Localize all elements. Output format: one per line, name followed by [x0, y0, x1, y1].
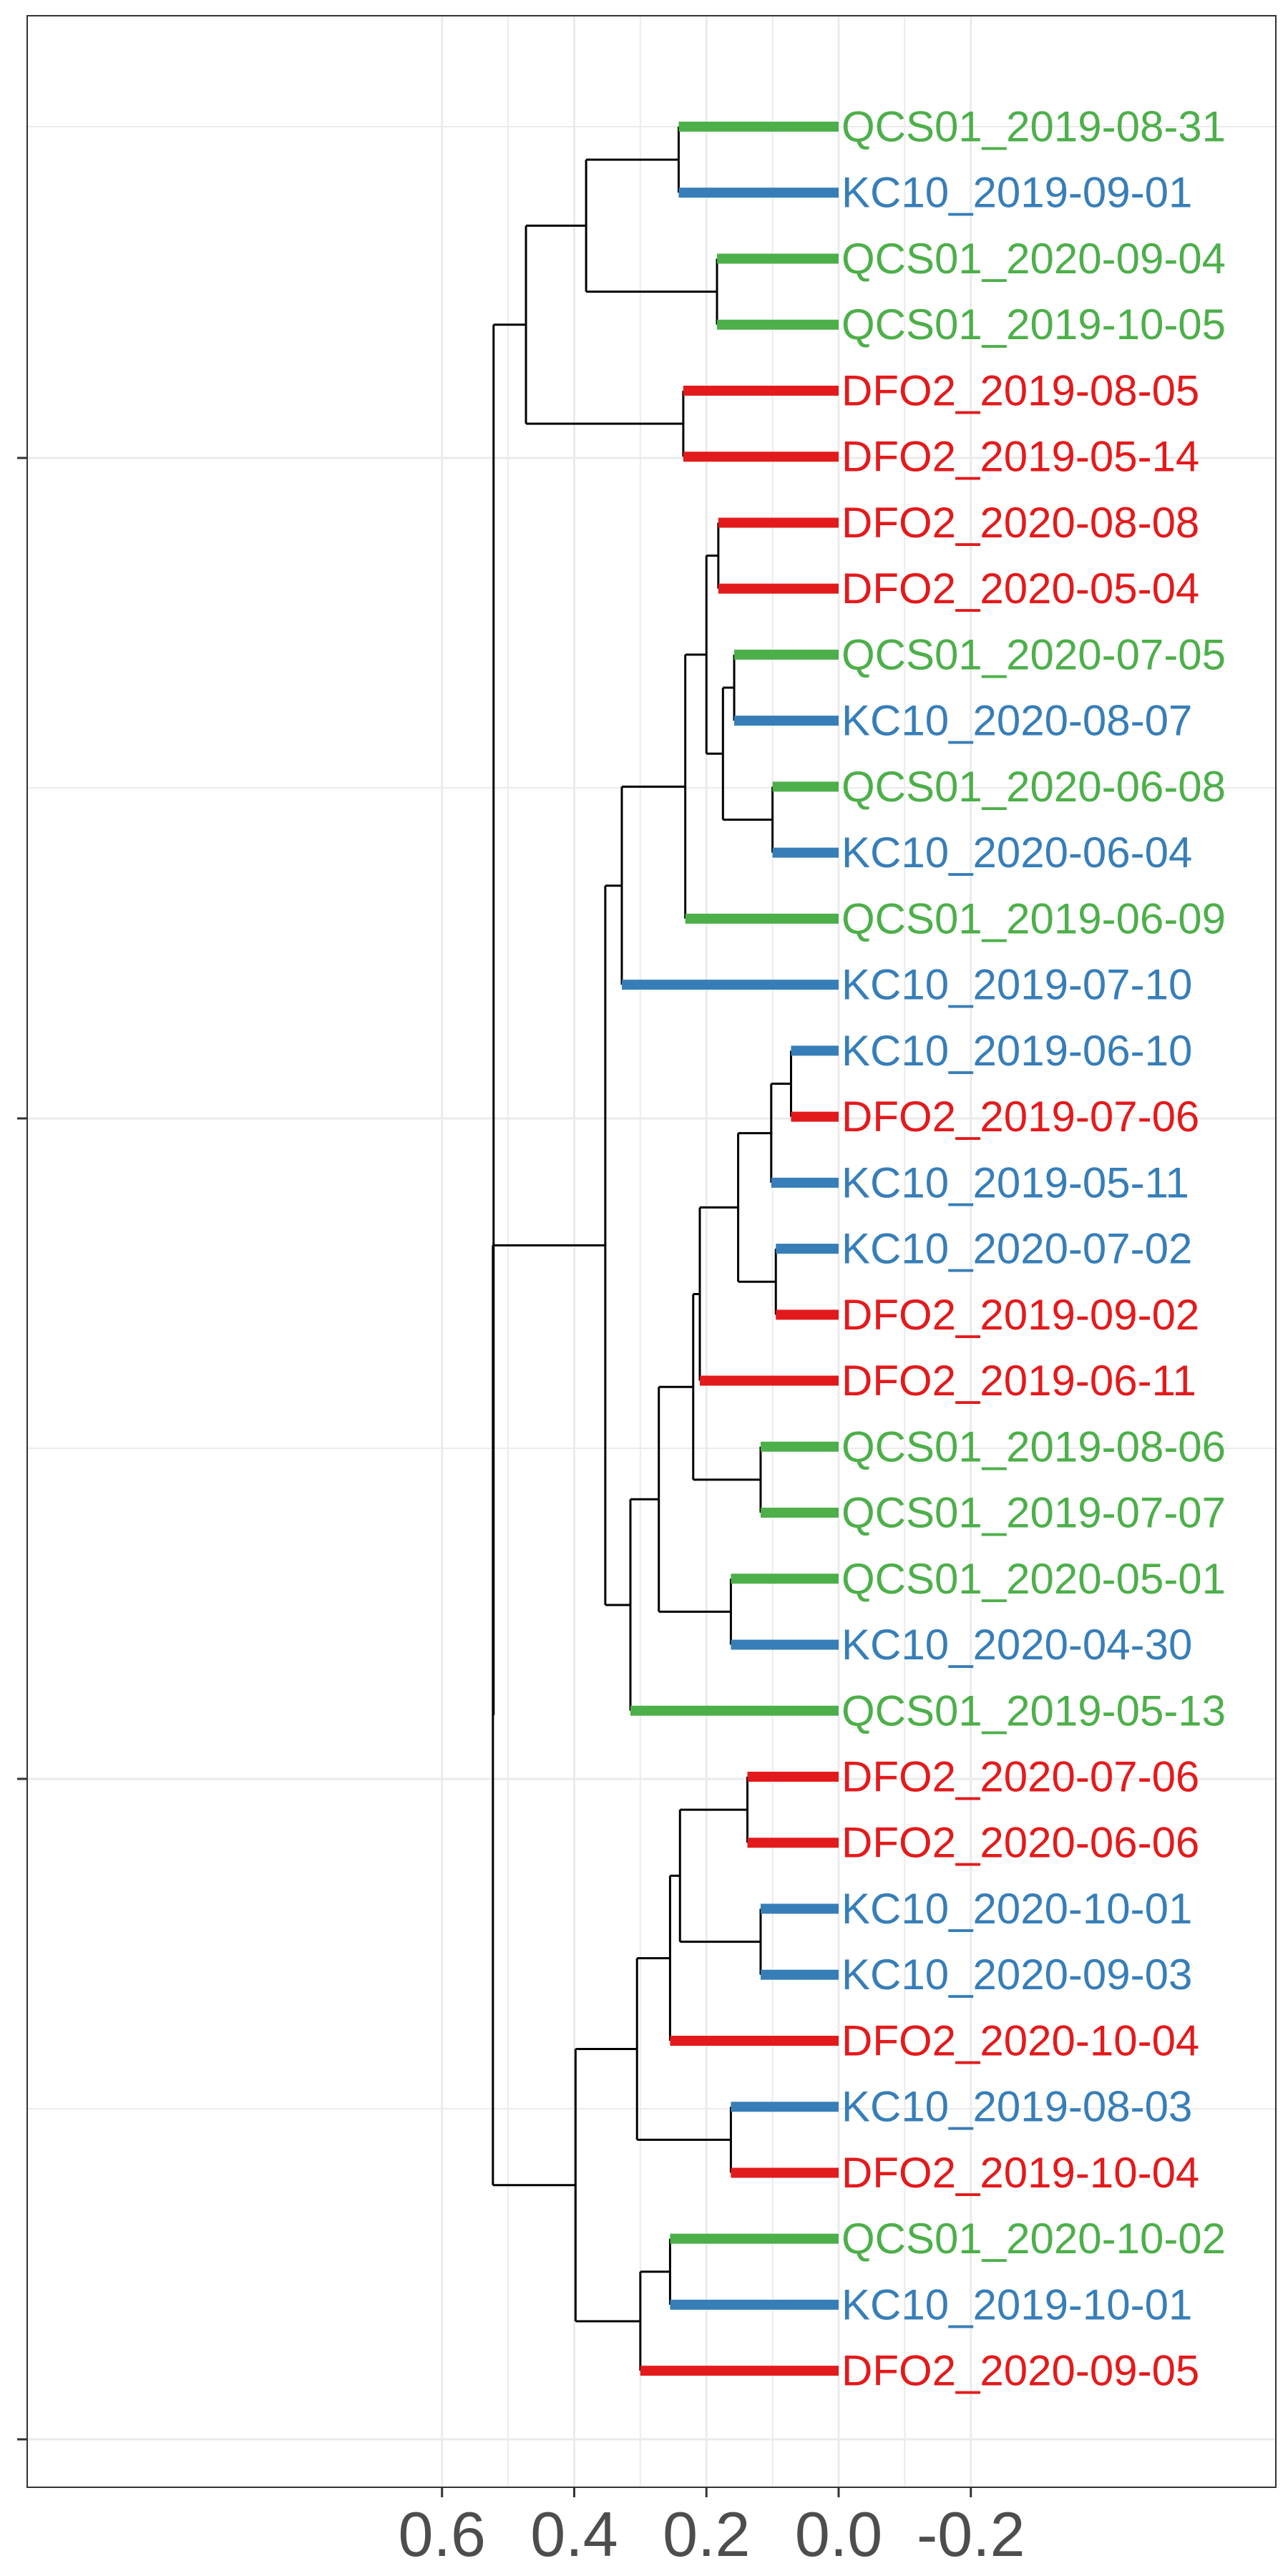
leaf-label: DFO2_2020-08-08 [841, 499, 1199, 547]
x-tick-label: 0.4 [530, 2499, 618, 2570]
leaf-label: QCS01_2019-07-07 [841, 1489, 1226, 1537]
leaf-label: DFO2_2019-05-14 [841, 433, 1199, 481]
leaf-label: DFO2_2019-06-11 [841, 1357, 1196, 1405]
leaf-label: KC10_2019-10-01 [841, 2280, 1192, 2328]
leaf-label: KC10_2019-08-03 [841, 2083, 1192, 2131]
x-tick-label: 0.2 [663, 2499, 750, 2570]
leaf-label: QCS01_2019-06-09 [841, 894, 1226, 942]
leaf-label: KC10_2020-10-01 [841, 1885, 1192, 1933]
leaf-label: QCS01_2020-05-01 [841, 1555, 1226, 1603]
leaf-label-layer: QCS01_2019-08-31 KC10_2019-09-01 QCS01_202… [841, 103, 1226, 2395]
leaf-label: KC10_2020-06-04 [841, 829, 1192, 877]
leaf-label: DFO2_2019-07-06 [841, 1093, 1199, 1141]
leaf-label: DFO2_2019-09-02 [841, 1291, 1199, 1339]
leaf-label: DFO2_2020-06-06 [841, 1819, 1199, 1867]
leaf-label: KC10_2019-05-11 [841, 1158, 1189, 1206]
leaf-label: QCS01_2020-06-08 [841, 763, 1226, 811]
leaf-label: QCS01_2019-08-06 [841, 1423, 1226, 1470]
leaf-label: KC10_2020-07-02 [841, 1225, 1192, 1273]
leaf-label: QCS01_2019-10-05 [841, 301, 1226, 348]
leaf-label: KC10_2019-06-10 [841, 1027, 1192, 1075]
x-tick-label: 0.6 [399, 2499, 486, 2570]
leaf-label: KC10_2020-04-30 [841, 1621, 1192, 1669]
leaf-label: DFO2_2019-10-04 [841, 2149, 1199, 2197]
leaf-label: QCS01_2020-07-05 [841, 630, 1226, 678]
x-tick-label: 0.0 [795, 2499, 882, 2570]
branch-layer [492, 127, 792, 2371]
leaf-label: QCS01_2019-08-31 [841, 103, 1226, 151]
leaf-label: KC10_2020-09-03 [841, 1951, 1192, 1999]
x-axis: 0.6 0.4 0.2 0.0 -0.2 [17, 15, 1277, 2570]
leaf-label: QCS01_2019-05-13 [841, 1687, 1226, 1735]
leaf-label: KC10_2019-09-01 [841, 169, 1192, 217]
leaf-label: DFO2_2020-10-04 [841, 2016, 1199, 2064]
x-tick-label: -0.2 [917, 2499, 1025, 2570]
leaf-label: DFO2_2020-09-05 [841, 2347, 1199, 2395]
panel-border [26, 15, 1277, 2488]
leaf-label: QCS01_2020-09-04 [841, 235, 1226, 283]
leaf-label: KC10_2019-07-10 [841, 961, 1192, 1009]
leaf-label: DFO2_2020-05-04 [841, 565, 1199, 613]
leaf-label: DFO2_2020-07-06 [841, 1753, 1199, 1801]
leaf-label: KC10_2020-08-07 [841, 697, 1192, 745]
leaf-layer [621, 122, 839, 2376]
grid-layer [27, 16, 1276, 2487]
leaf-label: QCS01_2020-10-02 [841, 2215, 1226, 2263]
leaf-label: DFO2_2019-08-05 [841, 366, 1199, 414]
